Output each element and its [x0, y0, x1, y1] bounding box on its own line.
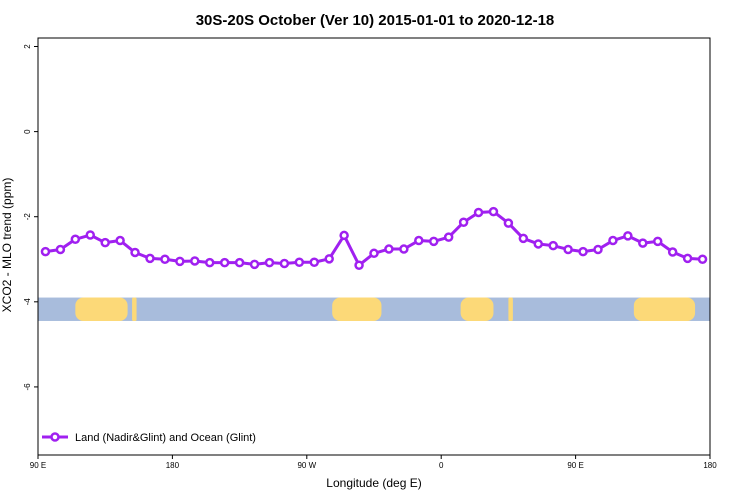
legend-marker-swatch — [50, 432, 60, 442]
data-point — [473, 207, 484, 218]
data-point — [697, 254, 708, 265]
data-point — [55, 244, 66, 255]
land-segment — [75, 297, 128, 321]
x-axis-label: Longitude (deg E) — [326, 476, 421, 490]
data-point — [384, 244, 394, 254]
data-point — [175, 256, 185, 267]
x-tick-label: 180 — [703, 461, 717, 470]
data-point — [428, 236, 439, 247]
data-point — [264, 257, 275, 268]
data-point — [682, 253, 693, 264]
data-point — [638, 238, 648, 248]
data-point — [204, 257, 215, 268]
land-segment — [132, 297, 137, 321]
data-point — [279, 258, 290, 269]
data-point — [608, 235, 618, 246]
y-tick-label: -2 — [23, 213, 32, 221]
data-point — [533, 239, 544, 249]
x-tick-label: 90 E — [567, 461, 583, 470]
data-point — [249, 259, 260, 270]
data-point — [369, 248, 379, 259]
land-segment — [633, 297, 696, 321]
land-segment — [508, 297, 513, 321]
data-point — [145, 253, 155, 264]
data-point — [652, 236, 663, 247]
legend: Land (Nadir&Glint) and Ocean (Glint) — [42, 432, 256, 444]
data-point — [85, 230, 96, 240]
data-point — [354, 260, 364, 270]
data-point — [160, 254, 170, 265]
data-point — [324, 254, 334, 264]
data-point — [190, 256, 200, 266]
data-point — [115, 235, 125, 246]
data-point — [100, 237, 110, 248]
data-point — [309, 257, 320, 267]
land-segment — [332, 297, 382, 321]
x-tick-label: 90 W — [297, 461, 316, 470]
y-tick-label: 0 — [23, 129, 32, 134]
data-point — [339, 230, 349, 241]
x-tick-label: 180 — [166, 461, 180, 470]
land-ocean-band — [38, 297, 710, 321]
data-point — [593, 244, 603, 255]
data-point — [623, 231, 633, 241]
series-layer — [40, 206, 708, 270]
data-point — [399, 244, 409, 254]
y-axis: 2 0 -2 -4 -6 — [23, 44, 38, 391]
data-point — [414, 235, 424, 246]
data-point — [563, 244, 573, 255]
plot-frame — [37, 37, 711, 456]
y-axis-label: XCO2 - MLO trend (ppm) — [0, 178, 14, 313]
x-tick-label: 90 E — [30, 461, 46, 470]
data-point — [488, 206, 499, 217]
x-tick-label: 0 — [439, 461, 444, 470]
data-point — [503, 218, 514, 228]
data-point — [219, 257, 230, 268]
data-point — [294, 257, 305, 267]
data-point — [130, 247, 140, 258]
data-point — [518, 233, 529, 244]
data-point — [458, 217, 469, 227]
data-point — [548, 240, 558, 251]
y-tick-label: -4 — [23, 298, 32, 306]
data-point — [234, 257, 245, 268]
y-tick-label: 2 — [23, 44, 32, 49]
data-point — [667, 247, 678, 257]
y-tick-label: -6 — [23, 383, 32, 391]
data-point — [40, 246, 51, 257]
x-axis: 90 E 180 90 W 0 90 E 180 — [30, 455, 717, 470]
legend-label: Land (Nadir&Glint) and Ocean (Glint) — [75, 432, 256, 444]
data-point — [578, 246, 588, 257]
data-point — [70, 234, 81, 245]
chart-title: 30S-20S October (Ver 10) 2015-01-01 to 2… — [196, 12, 555, 29]
data-point — [443, 232, 454, 242]
land-segment — [460, 297, 494, 321]
